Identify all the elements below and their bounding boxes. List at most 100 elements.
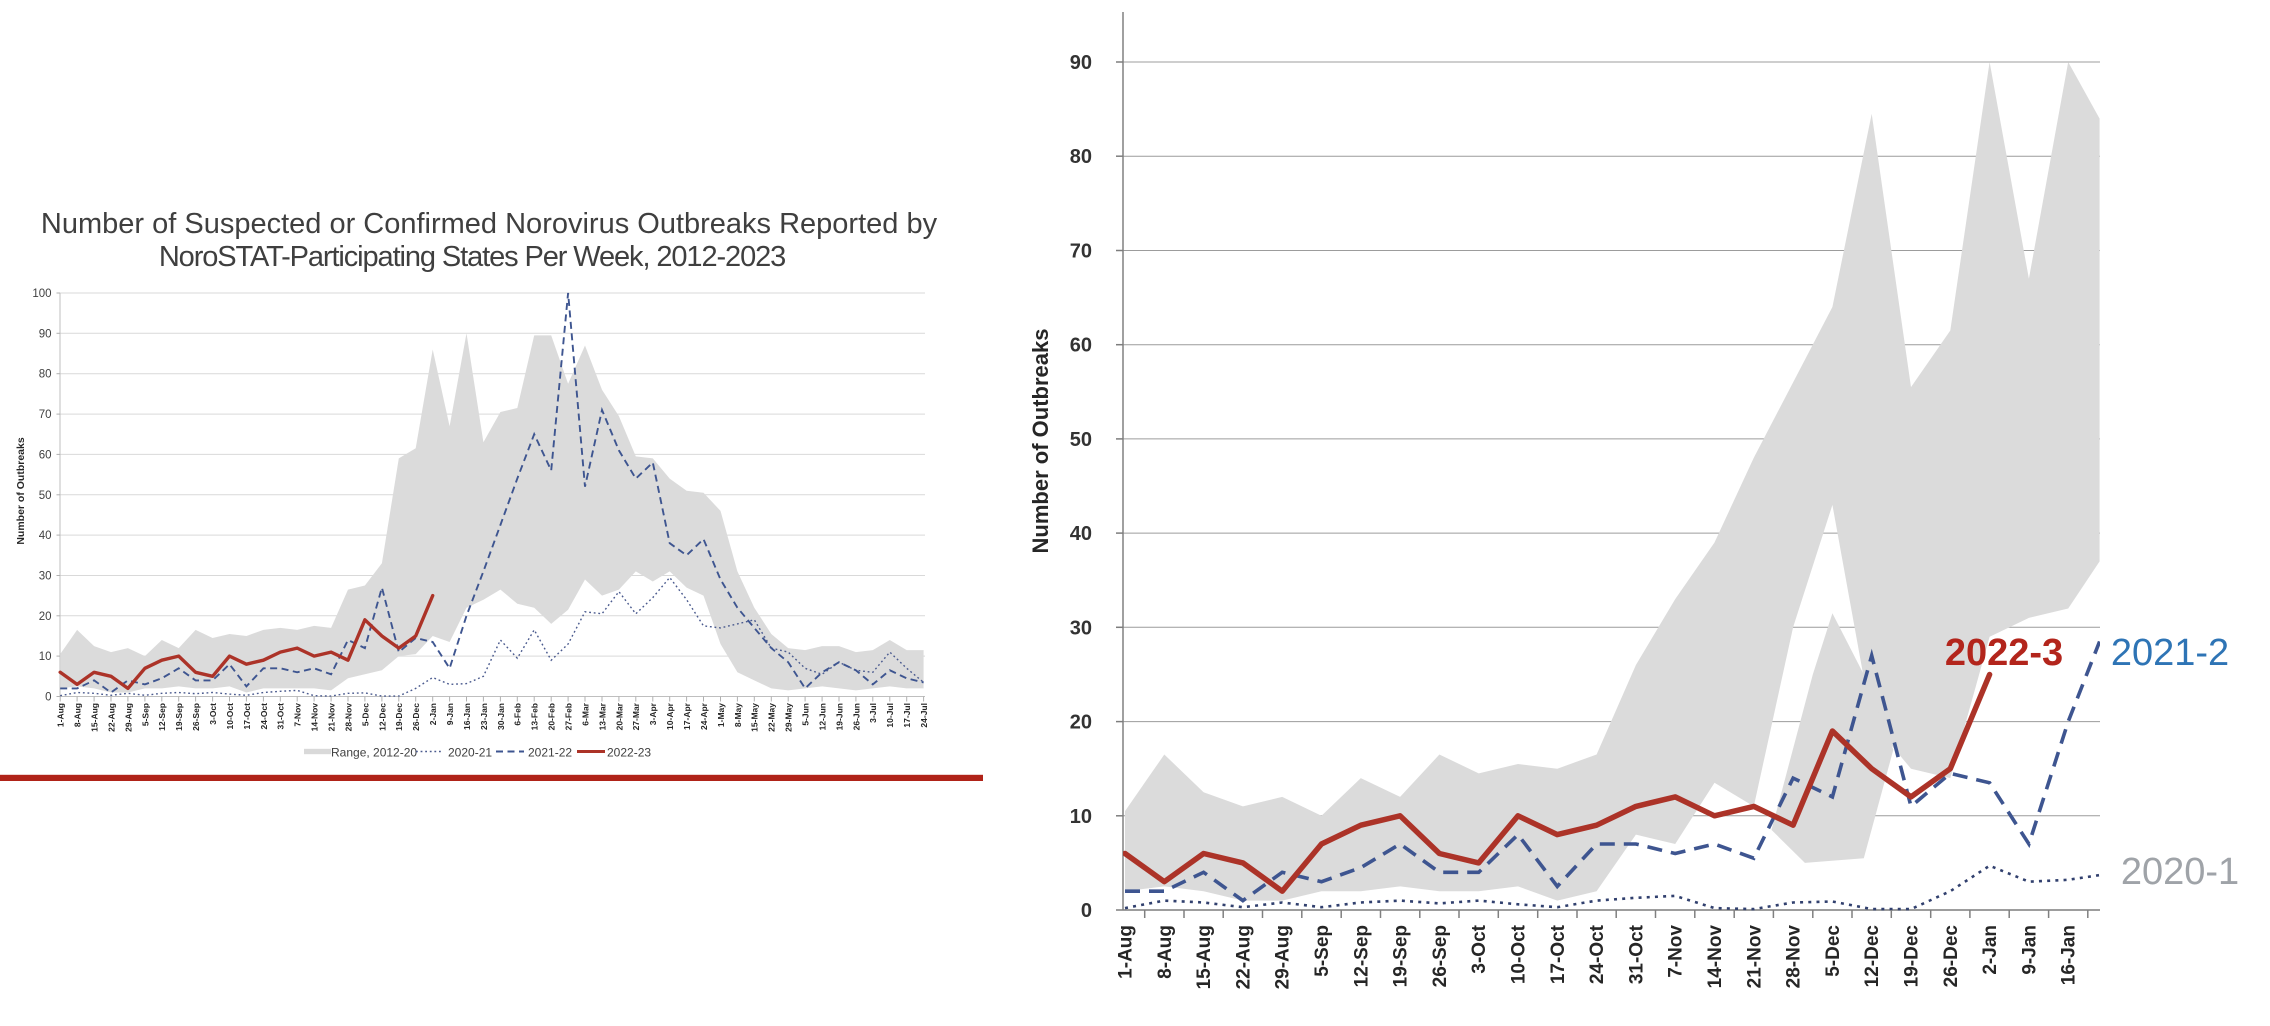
svg-text:20: 20: [39, 611, 52, 623]
svg-text:10: 10: [1070, 806, 1092, 828]
svg-text:27-Feb: 27-Feb: [564, 703, 574, 730]
svg-text:8-Aug: 8-Aug: [1155, 925, 1176, 979]
svg-text:21-Nov: 21-Nov: [327, 703, 337, 732]
svg-text:10-Jul: 10-Jul: [885, 703, 895, 728]
svg-text:40: 40: [39, 530, 52, 542]
svg-text:Number of Suspected or Confirm: Number of Suspected or Confirmed Norovir…: [41, 208, 938, 240]
svg-text:5-Jun: 5-Jun: [801, 703, 811, 726]
svg-text:19-Sep: 19-Sep: [1391, 925, 1412, 987]
svg-text:2020-21: 2020-21: [448, 746, 492, 760]
svg-text:31-Oct: 31-Oct: [1626, 924, 1647, 984]
svg-text:Number of Outbreaks: Number of Outbreaks: [15, 437, 27, 545]
svg-text:12-Jun: 12-Jun: [818, 703, 828, 730]
svg-text:3-Oct: 3-Oct: [208, 703, 218, 725]
svg-text:17-Oct: 17-Oct: [242, 703, 252, 730]
svg-text:15-Aug: 15-Aug: [90, 703, 100, 732]
svg-text:12-Sep: 12-Sep: [1351, 925, 1372, 987]
svg-text:26-Jun: 26-Jun: [851, 703, 861, 730]
svg-text:2021-2: 2021-2: [2111, 632, 2229, 674]
svg-text:2021-22: 2021-22: [528, 746, 572, 760]
svg-text:2-Jan: 2-Jan: [1980, 925, 2001, 975]
svg-text:50: 50: [1070, 429, 1092, 451]
svg-text:17-Apr: 17-Apr: [682, 702, 692, 730]
svg-text:31-Oct: 31-Oct: [276, 703, 286, 730]
svg-text:23-Jan: 23-Jan: [479, 703, 489, 730]
svg-text:22-Aug: 22-Aug: [1233, 925, 1254, 989]
svg-text:2022-23: 2022-23: [607, 746, 651, 760]
svg-text:30: 30: [1070, 617, 1092, 639]
svg-text:10-Apr: 10-Apr: [665, 702, 675, 730]
svg-text:2020-1: 2020-1: [2121, 851, 2239, 893]
svg-text:15-May: 15-May: [750, 703, 760, 732]
svg-text:26-Sep: 26-Sep: [191, 703, 201, 731]
svg-text:5-Dec: 5-Dec: [360, 703, 370, 726]
svg-text:12-Dec: 12-Dec: [1862, 925, 1883, 988]
svg-text:10: 10: [39, 651, 52, 663]
svg-text:Range, 2012-20: Range, 2012-20: [331, 746, 417, 760]
svg-text:26-Dec: 26-Dec: [1941, 925, 1962, 988]
svg-text:5-Sep: 5-Sep: [140, 703, 150, 726]
svg-text:60: 60: [1070, 335, 1092, 357]
svg-text:13-Feb: 13-Feb: [530, 703, 540, 730]
svg-text:14-Nov: 14-Nov: [1705, 925, 1726, 989]
svg-text:80: 80: [1070, 146, 1092, 168]
svg-text:50: 50: [39, 490, 52, 502]
svg-text:29-Aug: 29-Aug: [123, 703, 133, 732]
svg-text:24-Jul: 24-Jul: [919, 703, 929, 728]
svg-text:12-Sep: 12-Sep: [157, 703, 167, 731]
svg-text:9-Jan: 9-Jan: [2019, 925, 2040, 975]
svg-text:28-Nov: 28-Nov: [1784, 925, 1805, 989]
svg-text:100: 100: [32, 288, 51, 300]
svg-text:22-May: 22-May: [767, 703, 777, 732]
svg-text:6-Mar: 6-Mar: [580, 702, 590, 725]
svg-text:19-Jun: 19-Jun: [834, 703, 844, 730]
svg-text:6-Feb: 6-Feb: [513, 703, 523, 726]
svg-text:1-Aug: 1-Aug: [1116, 925, 1137, 979]
svg-text:24-Oct: 24-Oct: [259, 703, 269, 730]
svg-text:90: 90: [1070, 52, 1092, 74]
svg-text:10-Oct: 10-Oct: [225, 703, 235, 730]
svg-text:40: 40: [1070, 523, 1092, 545]
svg-text:60: 60: [39, 449, 52, 461]
svg-text:8-May: 8-May: [733, 703, 743, 727]
svg-text:19-Dec: 19-Dec: [394, 703, 404, 731]
svg-text:20: 20: [1070, 712, 1092, 734]
svg-text:20-Feb: 20-Feb: [547, 703, 557, 730]
svg-text:21-Nov: 21-Nov: [1744, 925, 1765, 989]
svg-text:0: 0: [1081, 900, 1092, 922]
svg-text:7-Nov: 7-Nov: [1666, 925, 1687, 978]
svg-text:70: 70: [39, 409, 52, 421]
svg-text:14-Nov: 14-Nov: [310, 703, 320, 732]
svg-text:19-Sep: 19-Sep: [174, 703, 184, 731]
svg-text:24-Oct: 24-Oct: [1587, 924, 1608, 984]
svg-text:Number of Outbreaks: Number of Outbreaks: [1028, 329, 1053, 554]
svg-text:29-Aug: 29-Aug: [1273, 925, 1294, 989]
svg-text:0: 0: [45, 692, 51, 704]
svg-text:20-Mar: 20-Mar: [614, 702, 624, 730]
svg-text:16-Jan: 16-Jan: [2059, 925, 2080, 985]
svg-text:29-May: 29-May: [784, 703, 794, 732]
svg-text:16-Jan: 16-Jan: [462, 703, 472, 730]
svg-text:30: 30: [39, 571, 52, 583]
svg-text:30-Jan: 30-Jan: [496, 703, 506, 730]
svg-text:9-Jan: 9-Jan: [445, 703, 455, 725]
svg-text:1-May: 1-May: [716, 703, 726, 727]
svg-text:5-Dec: 5-Dec: [1823, 925, 1844, 977]
svg-text:8-Aug: 8-Aug: [73, 703, 83, 727]
svg-text:NoroSTAT-Participating States: NoroSTAT-Participating States Per Week, …: [159, 241, 785, 273]
svg-text:28-Nov: 28-Nov: [343, 703, 353, 732]
svg-text:19-Dec: 19-Dec: [1902, 925, 1923, 988]
svg-text:22-Aug: 22-Aug: [106, 703, 116, 732]
svg-text:90: 90: [39, 328, 52, 340]
svg-text:3-Jul: 3-Jul: [868, 703, 878, 723]
svg-text:24-Apr: 24-Apr: [699, 702, 709, 730]
svg-text:1-Aug: 1-Aug: [56, 703, 66, 727]
svg-text:80: 80: [39, 369, 52, 381]
svg-text:7-Nov: 7-Nov: [293, 703, 303, 727]
svg-text:15-Aug: 15-Aug: [1194, 925, 1215, 989]
svg-text:26-Dec: 26-Dec: [411, 703, 421, 731]
svg-text:5-Sep: 5-Sep: [1312, 925, 1333, 977]
svg-text:27-Mar: 27-Mar: [631, 702, 641, 730]
svg-text:13-Mar: 13-Mar: [597, 702, 607, 730]
svg-text:17-Oct: 17-Oct: [1548, 924, 1569, 984]
